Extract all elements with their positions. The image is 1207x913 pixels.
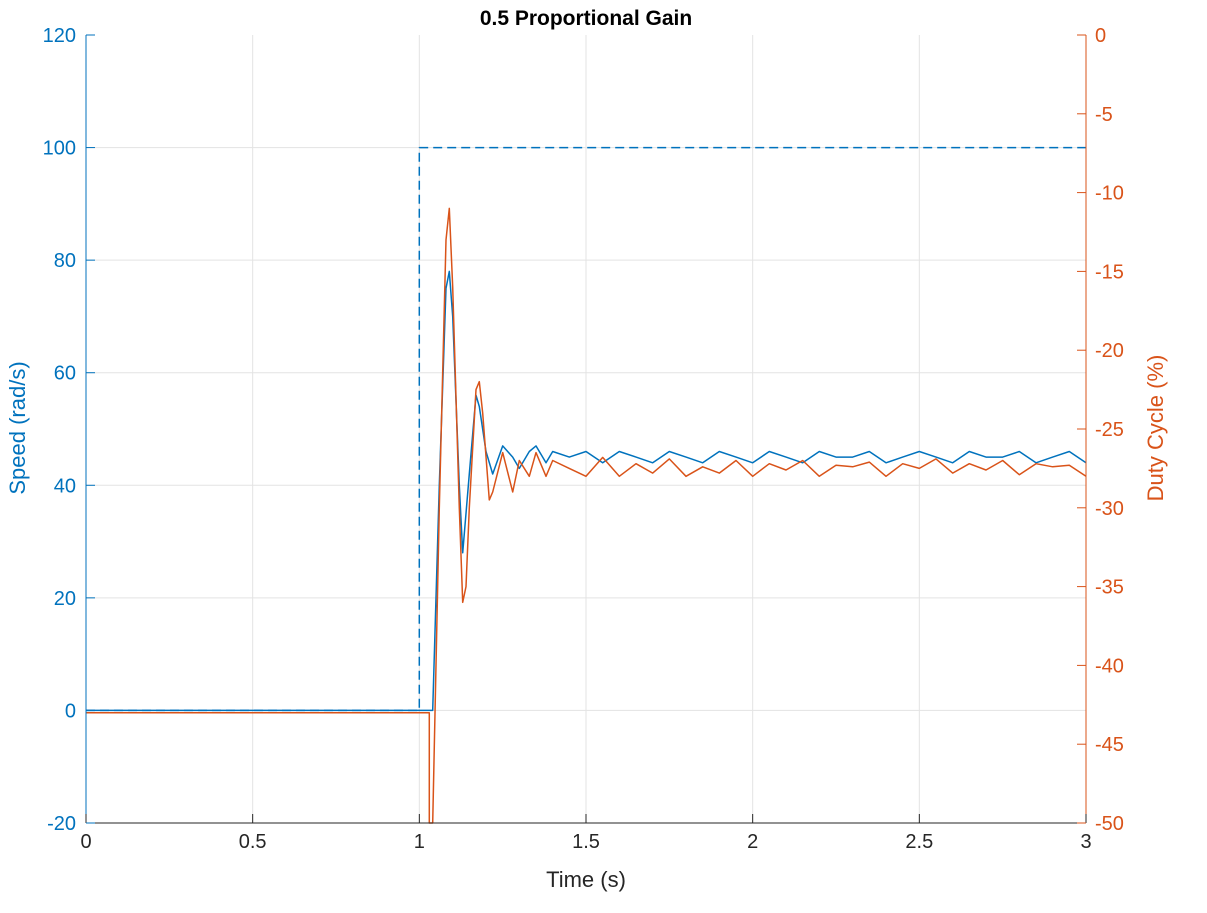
y-left-tick-label: 40: [54, 475, 76, 497]
y-left-tick-label: 80: [54, 250, 76, 272]
y-right-tick-label: 0: [1095, 25, 1106, 47]
y-axis-label-right: Duty Cycle (%): [1143, 355, 1168, 502]
y-right-tick-label: -25: [1095, 419, 1124, 441]
grid: [86, 35, 1086, 823]
series-line-2: [86, 270, 1087, 712]
x-tick-label: 3: [1080, 831, 1091, 853]
y-right-tick-label: -50: [1095, 813, 1124, 835]
y-right-tick-label: -30: [1095, 498, 1124, 520]
x-tick-label: 1.5: [572, 831, 600, 853]
x-tick-label: 0: [80, 831, 91, 853]
y-right-tick-label: -40: [1095, 655, 1124, 677]
x-tick-label: 2: [747, 831, 758, 853]
x-axis-label: Time (s): [546, 867, 626, 892]
plot-series: [86, 146, 1087, 824]
y-right-tick-label: -10: [1095, 183, 1124, 205]
ticks: 0 0.5 1 1.5 2 2.5 3-20020406080100120-50-45-40…: [43, 25, 1124, 853]
y-right-tick-label: -35: [1095, 577, 1124, 599]
y-left-tick-label: 0: [65, 700, 76, 722]
series-line-3: [86, 207, 1087, 824]
y-left-tick-label: -20: [47, 813, 76, 835]
y-right-tick-label: -15: [1095, 261, 1124, 283]
x-tick-label: 0.5: [239, 831, 267, 853]
y-right-tick-label: -20: [1095, 340, 1124, 362]
y-left-tick-label: 60: [54, 363, 76, 385]
chart-title: 0.5 Proportional Gain: [480, 7, 692, 30]
x-tick-label: 2.5: [905, 831, 933, 853]
x-tick-label: 1: [414, 831, 425, 853]
y-right-tick-label: -45: [1095, 734, 1124, 756]
y-left-tick-label: 100: [43, 138, 76, 160]
y-left-tick-label: 20: [54, 588, 76, 610]
y-left-tick-label: 120: [43, 25, 76, 47]
y-right-tick-label: -5: [1095, 104, 1113, 126]
y-axis-label-left: Speed (rad/s): [5, 361, 30, 494]
series-line-1: [86, 146, 1086, 712]
